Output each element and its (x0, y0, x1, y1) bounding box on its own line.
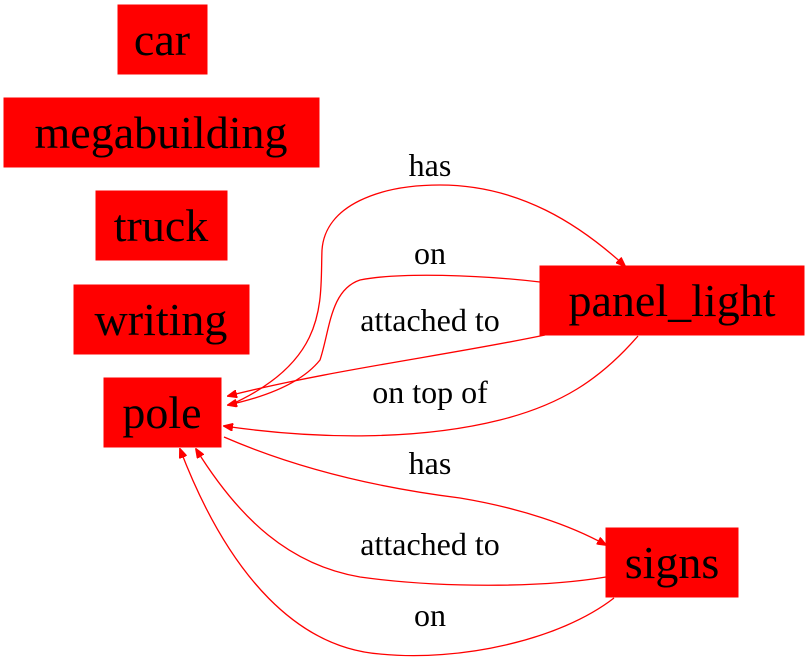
edge-panel-light-attached-to-pole (228, 334, 546, 396)
node-label-panel-light: panel_light (569, 275, 776, 326)
node-label-writing: writing (95, 294, 228, 345)
edge-pole-has-panel-light (229, 184, 625, 406)
node-panel-light: panel_light (539, 265, 805, 336)
edge-label-pole-has-panel-light: has (409, 147, 452, 183)
edges (180, 184, 639, 657)
edge-label-pole-has-signs: has (409, 445, 452, 481)
node-label-signs: signs (625, 537, 720, 588)
edge-signs-attached-to-pole (196, 449, 607, 586)
edge-label-panel-light-attached-to-pole: attached to (360, 302, 499, 338)
edge-label-signs-attached-to-pole: attached to (360, 526, 499, 562)
node-label-megabuilding: megabuilding (35, 107, 288, 158)
edge-panel-light-on-pole (228, 274, 541, 405)
edge-labels: has on attached to on top of has attache… (360, 147, 499, 633)
edge-label-panel-light-on-pole: on (414, 235, 446, 271)
node-label-truck: truck (114, 200, 209, 251)
edge-pole-has-signs (223, 436, 606, 545)
edge-signs-on-pole (180, 449, 615, 657)
node-signs: signs (605, 527, 739, 598)
node-label-pole: pole (122, 387, 201, 438)
edge-panel-light-on-top-of-pole (224, 335, 639, 437)
node-writing: writing (73, 284, 250, 355)
node-pole: pole (103, 377, 222, 448)
node-label-car: car (134, 14, 190, 65)
node-megabuilding: megabuilding (3, 97, 320, 168)
node-truck: truck (95, 190, 228, 261)
edge-label-signs-on-pole: on (414, 597, 446, 633)
edge-label-panel-light-on-top-of-pole: on top of (372, 374, 488, 410)
node-car: car (117, 4, 208, 75)
